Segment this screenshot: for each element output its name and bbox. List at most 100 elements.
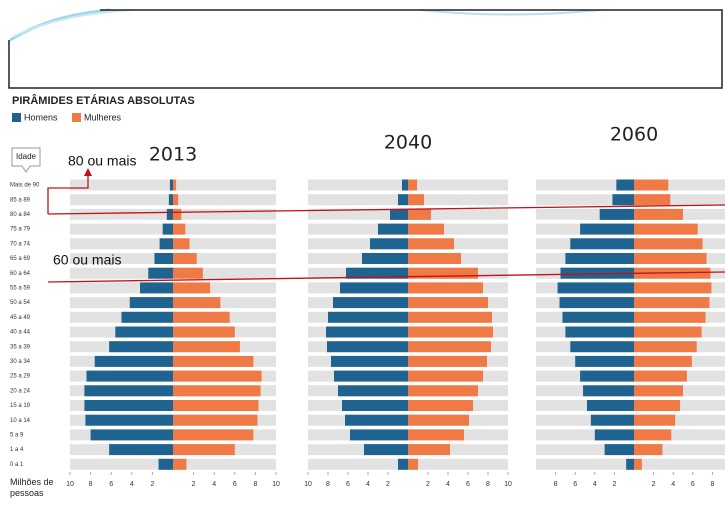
annotation: 80 ou mais [68, 153, 136, 169]
bar [333, 297, 408, 309]
bar [173, 238, 190, 250]
bar [616, 179, 634, 191]
bar [408, 341, 491, 353]
bar [173, 414, 258, 426]
x-tick-label: 4 [130, 481, 134, 488]
y-tick-label: 1 a 4 [10, 447, 24, 453]
bar [634, 179, 669, 191]
decoration [13, 9, 131, 37]
annotation-line [47, 271, 725, 283]
x-tick-label: 6 [466, 481, 470, 488]
bar [173, 208, 182, 220]
x-tick-label: 6 [346, 481, 350, 488]
y-tick-label: 60 a 64 [10, 271, 31, 277]
bar [173, 311, 230, 323]
bar [342, 400, 408, 411]
bar [634, 370, 687, 382]
bar [173, 429, 254, 441]
bar [364, 444, 408, 456]
bar [626, 458, 634, 470]
x-tick-label: 8 [554, 481, 558, 488]
x-tick-label: 6 [573, 481, 577, 488]
x-tick-label: 4 [593, 481, 597, 488]
legend-swatch [72, 113, 81, 122]
decoration [419, 9, 601, 16]
bar [169, 179, 173, 191]
bar [580, 223, 634, 235]
bar [408, 400, 473, 411]
bar [408, 194, 424, 206]
x-tick-label: 8 [89, 481, 93, 488]
bar [129, 297, 173, 309]
bar [594, 429, 634, 441]
bar [562, 311, 634, 323]
bar [173, 179, 177, 191]
chart-title: 2060 [610, 124, 658, 146]
bar [398, 458, 408, 470]
x-tick-label: 6 [233, 481, 237, 488]
bar [408, 311, 492, 323]
bar [634, 282, 712, 294]
bar [634, 223, 698, 235]
annotation-arrow [84, 168, 92, 176]
bar [408, 385, 478, 397]
bar [408, 355, 487, 367]
y-tick-label: Mais de 90 [10, 183, 40, 189]
y-tick-label: 45 a 49 [10, 315, 31, 321]
bar [166, 208, 173, 220]
figure-title: PIRÂMIDES ETÁRIAS ABSOLUTAS [12, 94, 195, 107]
x-tick-label: 2 [150, 481, 154, 488]
bar [85, 414, 173, 426]
x-tick-label: 4 [366, 481, 370, 488]
bar [346, 267, 408, 279]
bar [560, 267, 634, 279]
bar [570, 341, 634, 353]
x-tick-label: 6 [109, 481, 113, 488]
bar [154, 253, 173, 264]
x-tick-label: 2 [426, 481, 430, 488]
bar [328, 311, 408, 323]
y-tick-label: 65 a 69 [10, 256, 31, 262]
x-tick-label: 10 [66, 481, 74, 488]
bar [408, 297, 488, 309]
y-tick-label: 75 a 79 [10, 227, 31, 233]
bar [86, 370, 173, 382]
bar [173, 444, 235, 456]
bar [338, 385, 408, 397]
title-box [8, 9, 723, 89]
bar [159, 238, 173, 250]
ylabel-box [11, 147, 41, 173]
x-tick-label: 10 [272, 481, 280, 488]
bar [408, 267, 478, 279]
bar [173, 267, 203, 279]
bar [634, 400, 681, 411]
bar [140, 282, 173, 294]
y-tick-label: 35 a 39 [10, 344, 31, 350]
bar [173, 297, 221, 309]
bar [408, 458, 418, 470]
bar [370, 238, 408, 250]
y-tick-label: 55 a 59 [10, 285, 31, 291]
bar [634, 253, 707, 264]
bar [173, 370, 262, 382]
x-tick-label: 6 [691, 481, 695, 488]
bar [559, 297, 634, 309]
bar [634, 194, 671, 206]
bar [634, 414, 676, 426]
bar [408, 444, 450, 456]
bar [84, 385, 173, 397]
bar [121, 311, 173, 323]
bar [173, 253, 197, 264]
bar [109, 444, 173, 456]
bar [604, 444, 634, 456]
bar [390, 208, 408, 220]
x-tick-label: 2 [386, 481, 390, 488]
bar [378, 223, 408, 235]
y-axis-label: Idade [16, 152, 37, 161]
y-tick-label: 25 a 29 [10, 374, 31, 380]
bar [590, 414, 634, 426]
legend-label: Homens [24, 112, 58, 122]
bar [158, 458, 173, 470]
x-axis-label: Milhões de pessoas [10, 477, 54, 498]
